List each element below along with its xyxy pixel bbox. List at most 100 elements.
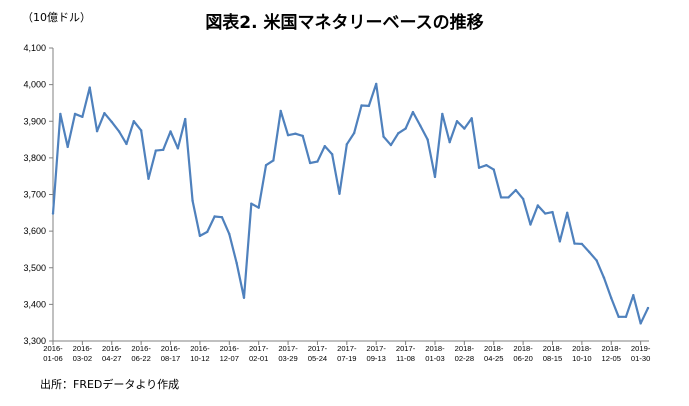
x-tick-label: 2017-09-13 — [366, 344, 386, 363]
data-point — [360, 104, 363, 107]
data-point — [492, 168, 495, 171]
data-point — [477, 166, 481, 169]
data-point — [139, 129, 143, 132]
x-tick-label: 2016-08-17 — [161, 344, 181, 363]
data-point — [639, 322, 642, 325]
data-point — [558, 240, 562, 243]
x-tick-label: 2018-10-10 — [572, 344, 592, 363]
data-point — [426, 138, 429, 141]
data-point — [573, 242, 576, 245]
data-point — [617, 315, 620, 319]
data-point — [198, 234, 202, 238]
data-point — [448, 140, 451, 144]
data-point — [382, 135, 385, 138]
data-point — [161, 148, 165, 152]
data-point — [154, 149, 158, 152]
data-point — [228, 232, 231, 236]
data-point — [375, 82, 378, 86]
data-point — [624, 315, 628, 319]
data-point — [441, 112, 444, 116]
y-axis: 3,300 3,400 3,500 3,600 3,700 3,800 3,900 4,000… — [23, 43, 54, 346]
data-point — [125, 142, 128, 146]
data-point — [470, 117, 473, 120]
data-point — [95, 129, 99, 133]
data-point — [308, 161, 312, 165]
x-tick-label: 2018-04-25 — [484, 344, 504, 363]
data-point — [404, 127, 407, 130]
data-point — [397, 132, 400, 135]
x-tick-label: 2016-03-02 — [73, 344, 93, 363]
x-tick-label: 2018-06-20 — [513, 344, 533, 363]
data-point — [132, 120, 136, 123]
data-point — [610, 296, 613, 300]
data-point — [110, 120, 113, 124]
data-point — [323, 144, 326, 148]
unit-label: （10億ドル） — [22, 11, 91, 24]
data-point — [117, 130, 121, 133]
data-point — [250, 202, 253, 205]
y-tick-label: 3,700 — [23, 190, 46, 200]
data-point — [455, 120, 459, 123]
y-tick-label: 3,500 — [23, 263, 46, 273]
x-tick-label: 2016-10-12 — [190, 344, 210, 363]
data-point — [536, 204, 540, 207]
x-axis: 2016-01-06 2016-03-02 2016-04-27 2016-06-22… — [43, 340, 651, 363]
x-tick-label: 2018-02-28 — [455, 344, 475, 363]
data-point — [602, 276, 606, 279]
source-note: 出所：FREDデータより作成 — [40, 378, 180, 391]
data-point — [59, 112, 62, 116]
data-point — [213, 215, 216, 218]
data-point — [543, 212, 547, 215]
data-point — [286, 133, 290, 137]
data-point — [66, 145, 69, 149]
data-point — [220, 216, 224, 219]
y-tick-label: 3,800 — [23, 153, 46, 163]
y-tick-label: 3,900 — [23, 116, 46, 126]
data-point — [169, 130, 172, 133]
data-point — [279, 109, 282, 113]
data-point — [235, 261, 238, 265]
data-point — [257, 206, 260, 209]
x-tick-label: 2017-05-24 — [308, 344, 328, 363]
data-point — [88, 86, 91, 89]
data-point — [81, 115, 84, 119]
x-tick-label: 2016-04-27 — [102, 344, 122, 363]
data-point — [521, 197, 525, 201]
data-point — [184, 117, 187, 121]
data-point — [147, 177, 150, 180]
data-point — [419, 124, 422, 127]
data-point — [529, 223, 532, 226]
data-point — [272, 159, 275, 162]
data-point — [463, 127, 466, 130]
x-tick-label: 2018-08-15 — [543, 344, 563, 363]
x-tick-label: 2017-02-01 — [249, 344, 269, 363]
data-point — [580, 242, 584, 246]
y-tick-label: 4,100 — [23, 43, 46, 53]
y-tick-label: 3,300 — [23, 336, 46, 346]
data-point — [507, 196, 510, 199]
chart-title: 図表2. 米国マネタリーベースの推移 — [205, 13, 484, 33]
data-point — [367, 104, 371, 108]
data-point — [551, 210, 554, 214]
data-point — [73, 112, 77, 116]
x-tick-label: 2018-01-03 — [425, 344, 445, 363]
data-point — [191, 199, 194, 202]
data-point — [485, 164, 488, 167]
x-tick-label: 2017-03-29 — [278, 344, 298, 363]
series-line — [51, 82, 650, 325]
data-point — [242, 296, 246, 299]
y-tick-label: 4,000 — [23, 80, 46, 90]
data-point — [588, 250, 591, 254]
series-monetary-base — [51, 82, 650, 325]
data-point — [103, 111, 106, 115]
x-tick-label: 2016-01-06 — [43, 344, 63, 363]
data-point — [632, 294, 635, 297]
data-point — [499, 196, 503, 199]
data-point — [433, 175, 437, 179]
x-tick-label: 2017-07-19 — [337, 344, 357, 363]
data-point — [176, 147, 180, 150]
data-point — [389, 143, 393, 147]
data-point — [595, 259, 598, 262]
data-point — [411, 110, 415, 114]
